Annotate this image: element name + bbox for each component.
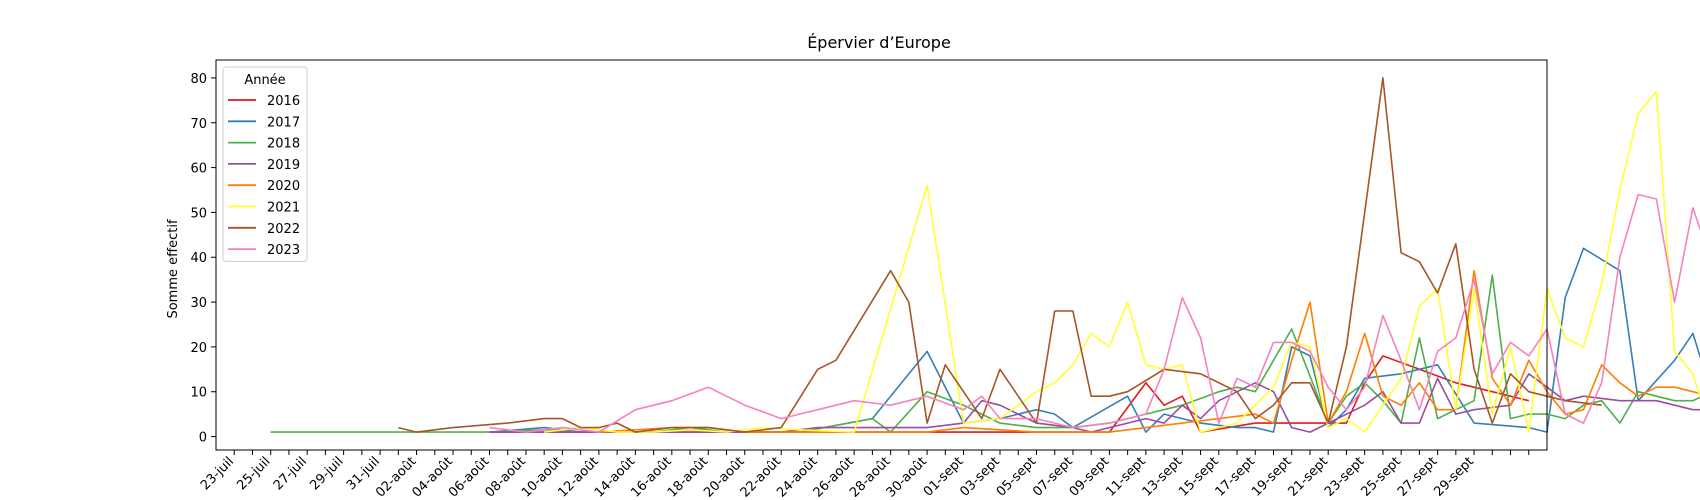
y-tick-label: 20	[190, 341, 207, 356]
y-tick-label: 60	[190, 162, 207, 177]
y-tick-label: 70	[190, 117, 207, 132]
plot-frame	[215, 59, 1548, 451]
y-axis-label: Somme effectif	[166, 219, 181, 318]
legend: Année 2016 2017 2018 2019 2020 2021 2022 2023	[222, 66, 308, 262]
chart-title: Épervier d’Europe	[807, 33, 951, 52]
legend-label-2016: 2016	[267, 94, 300, 109]
y-axis: 0 10 20 30 40 50 60 70 80	[190, 72, 216, 446]
series-line-2021	[544, 90, 1700, 433]
legend-label-2023: 2023	[267, 243, 300, 258]
legend-label-2020: 2020	[267, 179, 300, 194]
legend-label-2022: 2022	[267, 222, 300, 237]
y-tick-label: 80	[190, 72, 207, 87]
legend-label-2018: 2018	[267, 137, 300, 152]
series-line-2022	[398, 77, 1602, 433]
y-tick-label: 30	[190, 296, 207, 311]
y-tick-label: 50	[190, 206, 207, 221]
series-line-2020	[598, 269, 1700, 433]
y-tick-label: 10	[190, 386, 207, 401]
legend-box	[222, 66, 308, 262]
series-lines	[270, 77, 1700, 433]
y-tick-label: 40	[190, 251, 207, 266]
legend-label-2017: 2017	[267, 115, 300, 130]
series-line-2023	[489, 193, 1700, 433]
legend-label-2019: 2019	[267, 158, 300, 173]
legend-label-2021: 2021	[267, 201, 300, 216]
legend-title: Année	[244, 73, 285, 88]
y-tick-label: 0	[199, 431, 207, 446]
